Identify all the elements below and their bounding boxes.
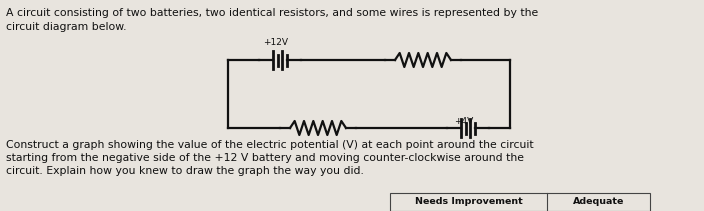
Text: Construct a graph showing the value of the electric potential (V) at each point : Construct a graph showing the value of t… xyxy=(6,140,534,150)
Text: circuit. Explain how you knew to draw the graph the way you did.: circuit. Explain how you knew to draw th… xyxy=(6,166,364,176)
Text: Needs Improvement: Needs Improvement xyxy=(415,197,522,207)
Text: circuit diagram below.: circuit diagram below. xyxy=(6,22,127,32)
Text: starting from the negative side of the +12 V battery and moving counter-clockwis: starting from the negative side of the +… xyxy=(6,153,524,163)
Text: A circuit consisting of two batteries, two identical resistors, and some wires i: A circuit consisting of two batteries, t… xyxy=(6,8,539,18)
Text: Adequate: Adequate xyxy=(573,197,624,207)
Text: +12V: +12V xyxy=(263,38,289,47)
Bar xyxy=(390,193,650,211)
Text: +4V: +4V xyxy=(454,117,474,126)
